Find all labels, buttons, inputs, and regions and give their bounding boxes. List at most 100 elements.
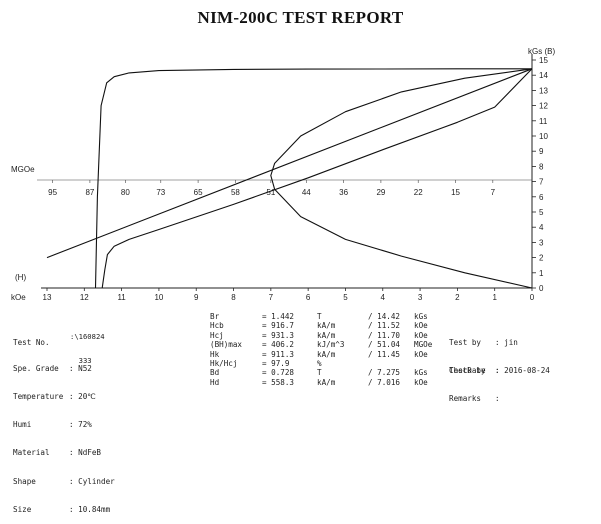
x-tick-label: 0 <box>530 293 535 300</box>
meas-si-value: = 1.442 <box>262 312 295 321</box>
y-tick-label: 4 <box>539 223 544 232</box>
curve-load-line <box>46 68 533 259</box>
x-tick-label: 6 <box>306 293 311 300</box>
meas-cgs-unit: kGs <box>414 368 428 378</box>
meas-si-unit: kA/m <box>317 321 336 331</box>
meas-si-unit: T <box>317 312 322 321</box>
meas-cgs-unit: MGOe <box>414 340 433 350</box>
energy-tick-label: 7 <box>491 188 496 197</box>
test-no-label: Test No. <box>13 337 50 347</box>
test-date-value: : 2016-08-24 <box>495 365 550 375</box>
meas-name: Br <box>210 312 220 321</box>
test-no-value-2: 333 <box>78 356 92 365</box>
test-by-block: Test by : jin Check by: <box>449 319 518 385</box>
test-no-block: Test No. <box>13 319 78 357</box>
meas-cgs-value: / 7.016 <box>368 377 401 387</box>
x-tick-label: 11 <box>117 293 126 300</box>
meas-si-unit: kA/m <box>317 330 336 340</box>
axis-labels: kGs (B) MGOe (H) kOe <box>11 47 555 300</box>
y-tick-label: 6 <box>539 193 544 202</box>
y-tick-label: 3 <box>539 238 544 247</box>
meas-si-value: = 916.7 <box>262 321 295 331</box>
curve-J-intrinsic <box>94 68 532 289</box>
y-tick-label: 13 <box>539 86 548 95</box>
energy-tick-label: 95 <box>48 188 57 197</box>
remarks-value: : <box>495 394 500 404</box>
meas-si-unit: kJ/m^3 <box>317 340 345 350</box>
x-tick-label: 12 <box>80 293 89 300</box>
meas-cgs-value: / 11.52 <box>368 321 401 331</box>
x-axis-ticks: 13 12 11 10 9 8 7 6 5 4 3 2 1 0 <box>43 288 535 300</box>
meas-name: Hk <box>210 349 220 359</box>
size-value: : 10.84mm <box>69 504 111 514</box>
x-tick-label: 2 <box>455 293 460 300</box>
meas-name: (BH)max <box>210 340 243 350</box>
meas-si-value: = 406.2 <box>262 340 295 350</box>
meas-name: Hcj <box>210 330 224 340</box>
y-tick-label: 11 <box>539 117 548 126</box>
material-value: : NdFeB <box>69 448 102 458</box>
y-tick-label: 9 <box>539 147 544 156</box>
meas-cgs-value: / 51.04 <box>368 340 401 350</box>
y-axis-title: kGs (B) <box>528 47 555 56</box>
curve-BH-product <box>270 68 533 289</box>
size-label: Size <box>13 504 32 514</box>
meas-name: Hcb <box>210 321 224 331</box>
x-tick-label: 8 <box>231 293 236 300</box>
x-tick-label: 4 <box>381 293 386 300</box>
energy-tick-label: 44 <box>302 188 311 197</box>
y-tick-label: 8 <box>539 162 544 171</box>
shape-value: : Cylinder <box>69 476 115 486</box>
y-tick-label: 2 <box>539 254 544 263</box>
meas-cgs-unit: kOe <box>414 330 428 340</box>
energy-tick-label: 58 <box>231 188 240 197</box>
specimen-info: Spe. Grade: N52 Temperature: 20℃ Humi: 7… <box>13 345 115 524</box>
meas-cgs-unit: kOe <box>414 349 428 359</box>
temperature-label: Temperature <box>13 392 64 402</box>
chart-axes <box>41 54 533 289</box>
x-tick-label: 5 <box>343 293 348 300</box>
temperature-value: : 20℃ <box>69 392 96 402</box>
y-tick-label: 15 <box>539 56 548 65</box>
meas-si-value: = 97.9 <box>262 358 290 368</box>
shape-label: Shape <box>13 476 36 486</box>
test-by-value: : jin <box>495 337 518 347</box>
meas-cgs-value: / 14.42 <box>368 312 401 321</box>
x-tick-label: 10 <box>154 293 163 300</box>
x-tick-label: 3 <box>418 293 423 300</box>
remarks-label: Remarks <box>449 394 482 404</box>
check-by-value: : <box>495 366 500 376</box>
y-tick-label: 10 <box>539 132 548 141</box>
energy-tick-label: 80 <box>121 188 130 197</box>
humidity-value: : 72% <box>69 420 92 430</box>
energy-tick-label: 73 <box>156 188 165 197</box>
humidity-label: Humi <box>13 420 32 430</box>
energy-axis-title: MGOe <box>11 165 35 174</box>
meas-name: Hd <box>210 377 220 387</box>
energy-tick-label: 22 <box>414 188 423 197</box>
meas-name: Bd <box>210 368 220 378</box>
meas-si-value: = 558.3 <box>262 377 295 387</box>
meas-cgs-unit: kOe <box>414 321 428 331</box>
x-tick-label: 1 <box>492 293 497 300</box>
y-tick-label: 1 <box>539 269 544 278</box>
meas-cgs-value: / 11.45 <box>368 349 401 359</box>
energy-tick-label: 51 <box>266 188 275 197</box>
x-tick-label: 9 <box>194 293 199 300</box>
chart-curves <box>46 68 533 289</box>
x-tick-label: 13 <box>43 293 52 300</box>
energy-tick-label: 29 <box>376 188 385 197</box>
test-by-label: Test by <box>449 337 482 347</box>
meas-cgs-unit: kOe <box>414 377 428 387</box>
test-date-label: TestDate <box>449 365 486 375</box>
meas-si-value: = 911.3 <box>262 349 295 359</box>
x-axis-title: kOe <box>11 293 26 300</box>
y-tick-label: 12 <box>539 102 548 111</box>
energy-tick-label: 87 <box>85 188 94 197</box>
meas-si-unit: T <box>317 368 322 378</box>
meas-si-value: = 0.728 <box>262 368 295 378</box>
material-label: Material <box>13 448 50 458</box>
check-by-label: Check by <box>449 366 486 376</box>
